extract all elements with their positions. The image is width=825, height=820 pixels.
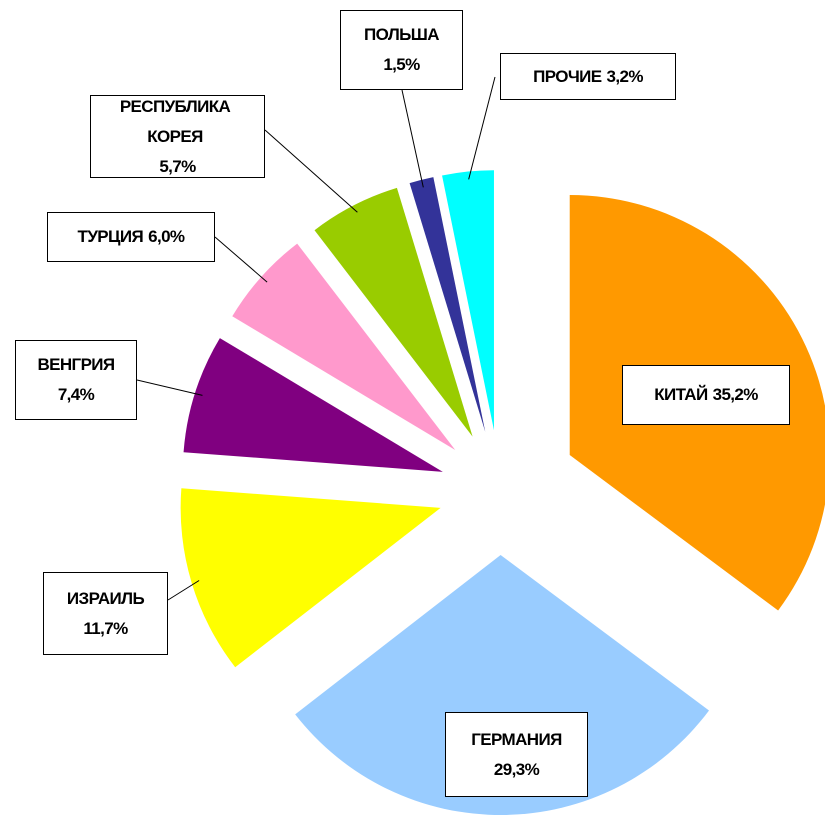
label-text: 29,3%: [493, 759, 540, 779]
label-text: ВЕНГРИЯ: [37, 355, 115, 374]
data-label: РЕСПУБЛИКА КОРЕЯ 5,7%: [90, 95, 265, 178]
label-text: ИЗРАИЛЬ: [66, 588, 145, 608]
data-label: ИЗРАИЛЬ 11,7%: [43, 572, 168, 655]
label-text: 6,0%: [148, 227, 185, 246]
data-label: ТУРЦИЯ 6,0%: [47, 212, 215, 262]
pie-slice: [183, 338, 443, 472]
label-text: 3,2%: [606, 66, 644, 86]
label-text: 11,7%: [83, 618, 128, 638]
pie-slice: [232, 243, 456, 451]
leader-line: [264, 129, 358, 213]
data-label: КИТАЙ 35,2%: [622, 365, 790, 425]
pie-slice: [295, 554, 710, 815]
leader-line: [136, 379, 203, 396]
pie-slice: [314, 187, 473, 437]
label-text: ГЕРМАНИЯ: [471, 729, 562, 749]
label-text: 35,2%: [712, 385, 759, 404]
label-text: ПОЛЬША: [364, 25, 440, 44]
label-text: 1,5%: [383, 55, 420, 74]
label-text: РЕСПУБЛИКА КОРЕЯ: [119, 96, 231, 146]
label-text: ПРОЧИЕ: [533, 66, 602, 86]
label-text: 7,4%: [57, 385, 95, 404]
data-label: ПРОЧИЕ 3,2%: [500, 53, 676, 100]
pie-slice: [180, 488, 441, 668]
data-label: ВЕНГРИЯ 7,4%: [15, 340, 137, 420]
pie-slice: [409, 177, 486, 432]
label-text: КИТАЙ: [654, 385, 708, 404]
label-text: ТУРЦИЯ: [77, 227, 144, 246]
data-label: ПОЛЬША 1,5%: [340, 10, 463, 90]
leader-line: [167, 580, 200, 601]
leader-line: [468, 76, 496, 180]
pie-slice: [442, 170, 494, 431]
label-text: 5,7%: [159, 156, 196, 176]
leader-line: [214, 236, 268, 283]
data-label: ГЕРМАНИЯ 29,3%: [445, 712, 588, 797]
leader-line: [401, 89, 424, 188]
